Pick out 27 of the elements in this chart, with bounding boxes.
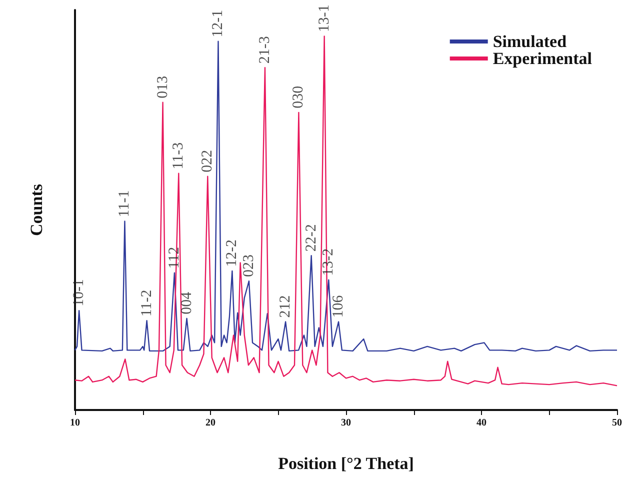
annotation: 11-1	[116, 190, 133, 218]
x-axis-title: Position [°2 Theta]	[278, 454, 414, 473]
annotation: 11-2	[138, 290, 155, 317]
annotation: 21-3	[256, 36, 273, 64]
x-tick-label: 30	[341, 418, 351, 428]
annotation: 106	[330, 294, 347, 318]
annotation: 212	[278, 295, 294, 318]
annotation: 004	[178, 291, 195, 314]
x-tick-label: 40	[476, 418, 486, 428]
annotation: 030	[290, 86, 307, 108]
annotation: 11-3	[170, 142, 187, 170]
x-tick-label: 50	[612, 418, 622, 428]
y-axis-title: Counts	[27, 184, 46, 236]
annotation: 023	[240, 254, 257, 278]
annotation: 12-1	[210, 10, 226, 38]
legend-label: Experimental	[492, 49, 592, 68]
annotation: 22-2	[303, 224, 320, 252]
x-tick-label: 20	[206, 418, 216, 428]
annotation: 10-1	[71, 279, 88, 307]
legend-label: Simulated	[492, 32, 568, 51]
annotation: 022	[200, 150, 216, 172]
x-tick-label: 10	[70, 418, 80, 428]
annotation: 13-1	[316, 4, 332, 32]
annotation: 12-2	[224, 239, 240, 267]
annotation: 13-2	[320, 248, 337, 276]
annotation: 112	[166, 246, 182, 269]
annotation: 013	[154, 76, 171, 98]
